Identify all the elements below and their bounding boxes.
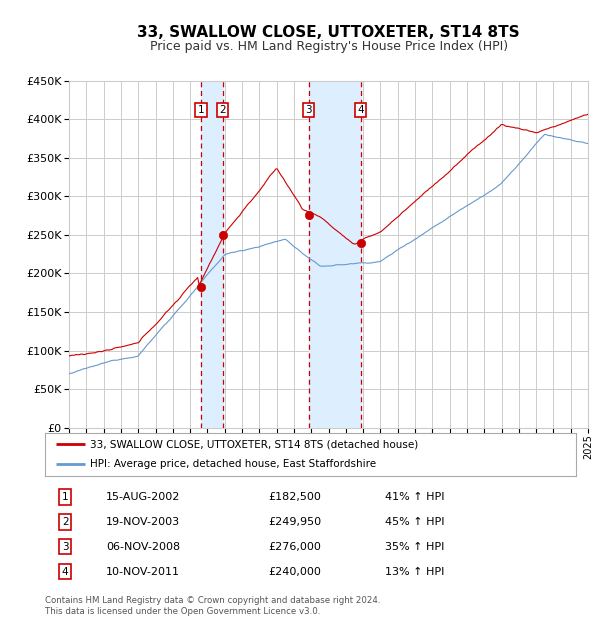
Text: £249,950: £249,950 <box>268 517 321 527</box>
Text: 3: 3 <box>305 105 312 115</box>
Text: Contains HM Land Registry data © Crown copyright and database right 2024.: Contains HM Land Registry data © Crown c… <box>45 596 380 604</box>
Text: £240,000: £240,000 <box>268 567 321 577</box>
Text: 33, SWALLOW CLOSE, UTTOXETER, ST14 8TS: 33, SWALLOW CLOSE, UTTOXETER, ST14 8TS <box>137 25 520 40</box>
Text: 4: 4 <box>357 105 364 115</box>
Text: HPI: Average price, detached house, East Staffordshire: HPI: Average price, detached house, East… <box>90 459 376 469</box>
Text: 13% ↑ HPI: 13% ↑ HPI <box>385 567 444 577</box>
Text: £182,500: £182,500 <box>268 492 321 502</box>
Text: £276,000: £276,000 <box>268 542 321 552</box>
Text: 35% ↑ HPI: 35% ↑ HPI <box>385 542 444 552</box>
Text: 41% ↑ HPI: 41% ↑ HPI <box>385 492 445 502</box>
Text: 10-NOV-2011: 10-NOV-2011 <box>106 567 180 577</box>
Bar <box>201 81 223 428</box>
Text: Price paid vs. HM Land Registry's House Price Index (HPI): Price paid vs. HM Land Registry's House … <box>150 40 508 53</box>
Text: 33, SWALLOW CLOSE, UTTOXETER, ST14 8TS (detached house): 33, SWALLOW CLOSE, UTTOXETER, ST14 8TS (… <box>90 440 418 450</box>
Text: 1: 1 <box>197 105 204 115</box>
Text: 15-AUG-2002: 15-AUG-2002 <box>106 492 181 502</box>
Text: 06-NOV-2008: 06-NOV-2008 <box>106 542 180 552</box>
Text: 2: 2 <box>219 105 226 115</box>
Bar <box>308 81 361 428</box>
Text: 45% ↑ HPI: 45% ↑ HPI <box>385 517 445 527</box>
Text: 4: 4 <box>62 567 68 577</box>
Text: 19-NOV-2003: 19-NOV-2003 <box>106 517 180 527</box>
Text: 2: 2 <box>62 517 68 527</box>
Text: This data is licensed under the Open Government Licence v3.0.: This data is licensed under the Open Gov… <box>45 607 320 616</box>
Text: 3: 3 <box>62 542 68 552</box>
Text: 1: 1 <box>62 492 68 502</box>
